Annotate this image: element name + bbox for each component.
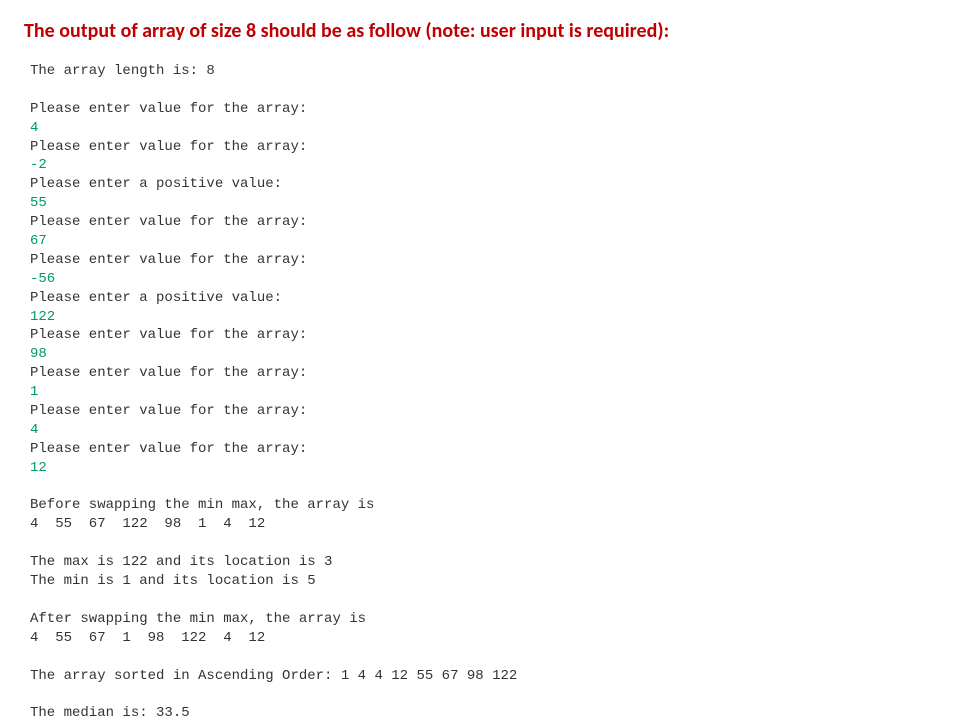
console-user-input-line: 4: [30, 119, 949, 138]
console-output-line: The median is: 33.5: [30, 704, 949, 723]
console-output-line: Please enter value for the array:: [30, 100, 949, 119]
console-output-line: Please enter a positive value:: [30, 289, 949, 308]
console-output-line: The array sorted in Ascending Order: 1 4…: [30, 667, 949, 686]
console-output-line: Please enter value for the array:: [30, 326, 949, 345]
console-output-line: Before swapping the min max, the array i…: [30, 496, 949, 515]
console-output-line: Please enter a positive value:: [30, 175, 949, 194]
console-blank-line: [30, 478, 949, 497]
console-output: The array length is: 8 Please enter valu…: [24, 62, 949, 723]
console-output-line: Please enter value for the array:: [30, 440, 949, 459]
console-output-line: The array length is: 8: [30, 62, 949, 81]
console-user-input-line: 12: [30, 459, 949, 478]
console-output-line: Please enter value for the array:: [30, 213, 949, 232]
console-blank-line: [30, 81, 949, 100]
console-user-input-line: 122: [30, 308, 949, 327]
console-user-input-line: -2: [30, 156, 949, 175]
console-blank-line: [30, 685, 949, 704]
page-heading: The output of array of size 8 should be …: [24, 18, 949, 44]
console-output-line: 4 55 67 122 98 1 4 12: [30, 515, 949, 534]
console-output-line: The min is 1 and its location is 5: [30, 572, 949, 591]
console-output-line: The max is 122 and its location is 3: [30, 553, 949, 572]
document-page: The output of array of size 8 should be …: [0, 0, 973, 723]
console-blank-line: [30, 648, 949, 667]
console-user-input-line: 98: [30, 345, 949, 364]
console-output-line: Please enter value for the array:: [30, 364, 949, 383]
console-blank-line: [30, 534, 949, 553]
console-output-line: Please enter value for the array:: [30, 251, 949, 270]
console-user-input-line: 67: [30, 232, 949, 251]
console-user-input-line: -56: [30, 270, 949, 289]
console-output-line: Please enter value for the array:: [30, 402, 949, 421]
console-blank-line: [30, 591, 949, 610]
console-output-line: Please enter value for the array:: [30, 138, 949, 157]
console-user-input-line: 1: [30, 383, 949, 402]
console-output-line: After swapping the min max, the array is: [30, 610, 949, 629]
console-output-line: 4 55 67 1 98 122 4 12: [30, 629, 949, 648]
console-user-input-line: 4: [30, 421, 949, 440]
console-user-input-line: 55: [30, 194, 949, 213]
